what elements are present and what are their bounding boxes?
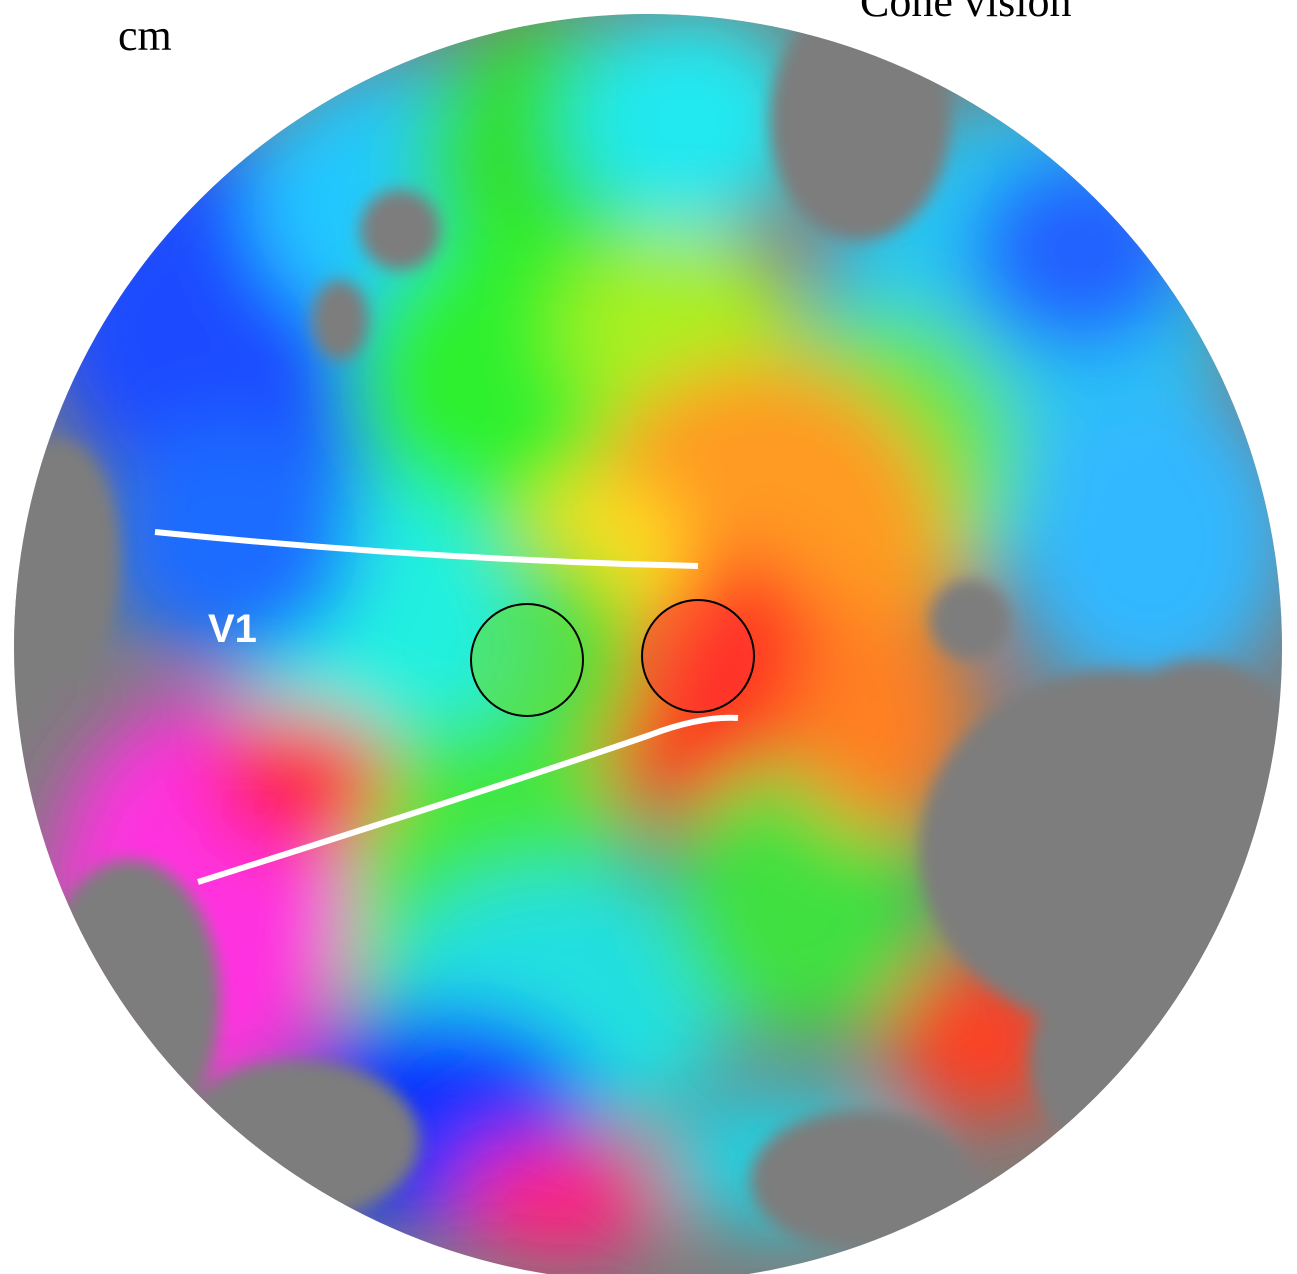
unit-label: cm [118,11,172,60]
area-label: V1 [208,607,257,651]
boundary-line [154,529,699,569]
boundary-line [197,714,739,885]
title: Cone vision [860,0,1071,26]
roi-circle [470,603,584,717]
roi-circle [641,599,755,713]
